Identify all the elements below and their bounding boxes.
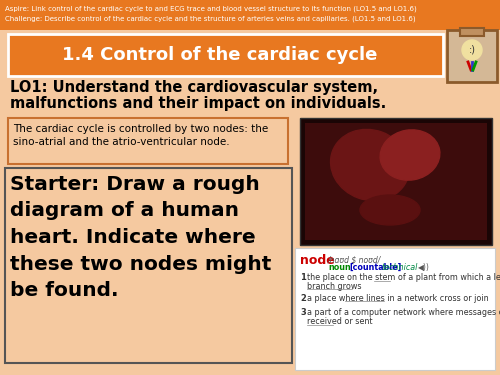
- Bar: [5, 168, 292, 363]
- Bar: [8, 34, 443, 76]
- Bar: [305, 123, 487, 240]
- Text: received or sent: received or sent: [307, 317, 372, 326]
- Ellipse shape: [380, 130, 440, 180]
- Ellipse shape: [330, 129, 409, 201]
- Text: 1: 1: [300, 273, 306, 282]
- Text: :): :): [468, 45, 475, 55]
- Text: LO1: Understand the cardiovascular system,: LO1: Understand the cardiovascular syste…: [10, 80, 378, 95]
- Ellipse shape: [360, 195, 420, 225]
- Bar: [300, 118, 492, 245]
- Bar: [460, 28, 484, 36]
- Bar: [0, 0, 500, 30]
- Text: a place where lines in a network cross or join: a place where lines in a network cross o…: [307, 294, 488, 303]
- Text: ◀)): ◀)): [418, 263, 430, 272]
- Bar: [8, 118, 288, 164]
- Text: 1.4 Control of the cardiac cycle: 1.4 Control of the cardiac cycle: [62, 46, 378, 64]
- Circle shape: [462, 40, 482, 60]
- Text: the place on the stem of a plant from which a leaf or: the place on the stem of a plant from wh…: [307, 273, 500, 282]
- Text: Challenge: Describe control of the cardiac cycle and the structure of arteries v: Challenge: Describe control of the cardi…: [5, 16, 416, 22]
- Text: malfunctions and their impact on individuals.: malfunctions and their impact on individ…: [10, 96, 386, 111]
- Text: Aspire: Link control of the cardiac cycle to and ECG trace and blood vessel stru: Aspire: Link control of the cardiac cycl…: [5, 5, 417, 12]
- Bar: [295, 248, 495, 370]
- Text: a part of a computer network where messages can be: a part of a computer network where messa…: [307, 308, 500, 317]
- Text: [countable]: [countable]: [349, 263, 402, 272]
- Text: node: node: [300, 254, 335, 267]
- Text: 2: 2: [300, 294, 306, 303]
- Text: sino-atrial and the atrio-ventricular node.: sino-atrial and the atrio-ventricular no…: [13, 137, 230, 147]
- Text: The cardiac cycle is controlled by two nodes: the: The cardiac cycle is controlled by two n…: [13, 124, 268, 134]
- Text: branch grows: branch grows: [307, 282, 362, 291]
- Text: 3: 3: [300, 308, 306, 317]
- Text: Starter: Draw a rough
diagram of a human
heart. Indicate where
these two nodes m: Starter: Draw a rough diagram of a human…: [10, 175, 272, 300]
- Bar: [447, 30, 497, 82]
- Text: noun: noun: [328, 263, 351, 272]
- Text: /nɑʊd $ noʊd/: /nɑʊd $ noʊd/: [328, 255, 382, 264]
- Text: technical: technical: [381, 263, 418, 272]
